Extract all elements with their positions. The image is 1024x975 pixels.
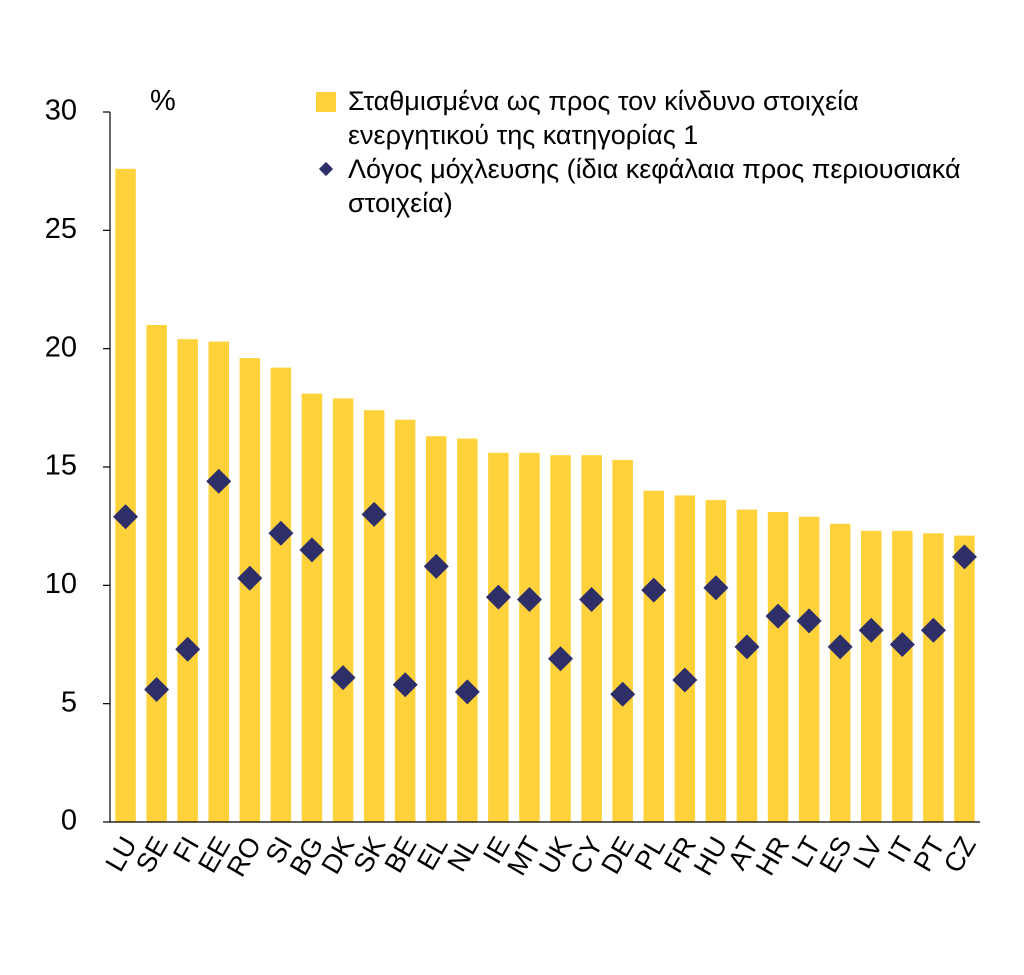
marker-it xyxy=(889,632,915,657)
bar-cz xyxy=(954,535,975,822)
y-tick-label: 5 xyxy=(61,686,77,718)
bar-lu xyxy=(115,168,136,823)
legend-item-bars: Σταθμισμένα ως προς τον κίνδυνο στοιχεία… xyxy=(312,84,972,152)
bar-de xyxy=(612,459,633,822)
marker-fr xyxy=(672,667,698,693)
y-axis-tick-labels: 0 5 10 15 20 25 30 xyxy=(45,95,77,837)
marker-lu xyxy=(113,504,139,530)
marker-es xyxy=(827,634,853,660)
marker-uk xyxy=(548,646,574,672)
x-tick-label-se: SE xyxy=(130,832,174,878)
bar-hu xyxy=(705,500,727,822)
bar-be xyxy=(394,419,416,822)
marker-cy xyxy=(579,587,605,613)
y-tick-label: 10 xyxy=(45,568,77,600)
marker-ee xyxy=(206,468,232,494)
x-tick-label-cz: CZ xyxy=(938,832,982,878)
bar-fi xyxy=(177,339,198,822)
marker-hu xyxy=(703,575,729,601)
marker-sk xyxy=(361,501,387,527)
marker-series xyxy=(113,468,977,707)
bar-ee xyxy=(208,341,229,822)
bar-series xyxy=(115,168,975,823)
y-tick-label: 0 xyxy=(61,805,77,837)
marker-lt xyxy=(796,608,822,634)
legend-label-bars: Σταθμισμένα ως προς τον κίνδυνο στοιχεία… xyxy=(348,86,859,150)
legend-item-markers: Λόγος μόχλευσης (ίδια κεφάλαια προς περι… xyxy=(312,152,972,220)
y-tick-label: 25 xyxy=(45,213,77,245)
marker-lv xyxy=(858,617,884,643)
y-tick-label: 20 xyxy=(45,331,77,363)
bar-lt xyxy=(798,516,820,822)
x-tick-label-ro: RO xyxy=(221,832,267,882)
marker-hr xyxy=(765,603,791,629)
axes xyxy=(103,111,980,823)
marker-pt xyxy=(920,617,946,643)
bar-es xyxy=(829,523,851,822)
bar-lv xyxy=(861,530,882,822)
bar-pl xyxy=(643,490,664,822)
marker-pl xyxy=(641,577,667,603)
marker-at xyxy=(734,634,760,660)
marker-el xyxy=(423,553,449,579)
bar-si xyxy=(270,367,292,822)
marker-se xyxy=(144,676,170,702)
bar-el xyxy=(426,436,447,822)
bar-it xyxy=(892,530,913,822)
legend-label-markers: Λόγος μόχλευσης (ίδια κεφάλαια προς περι… xyxy=(348,154,961,218)
legend: Σταθμισμένα ως προς τον κίνδυνο στοιχεία… xyxy=(312,84,972,220)
bar-bg xyxy=(301,393,323,822)
bar-pt xyxy=(923,533,944,822)
bar-cy xyxy=(581,455,602,822)
bar-mt xyxy=(519,452,540,822)
marker-ie xyxy=(485,584,511,610)
y-tick-label: 30 xyxy=(45,95,77,127)
bar-hr xyxy=(767,512,789,822)
bar-se xyxy=(146,325,167,822)
marker-fi xyxy=(175,636,201,662)
marker-nl xyxy=(454,679,480,705)
legend-diamond-swatch xyxy=(318,161,334,177)
bar-at xyxy=(736,509,758,822)
y-tick-label: 15 xyxy=(45,450,77,482)
x-axis-category-labels: LUSEFIEEROSIBGDKSKBEELNLIEMTUKCYDEPLFRHU… xyxy=(100,832,982,882)
marker-si xyxy=(268,520,294,546)
y-axis-unit-label: % xyxy=(150,85,176,117)
bar-fr xyxy=(674,495,696,822)
marker-bg xyxy=(299,537,325,563)
legend-bar-swatch xyxy=(316,92,336,112)
marker-dk xyxy=(330,665,356,691)
bar-nl xyxy=(457,438,478,822)
bar-sk xyxy=(363,410,385,822)
marker-de xyxy=(610,681,636,707)
bar-uk xyxy=(550,455,571,822)
bar-ie xyxy=(488,452,509,822)
marker-ro xyxy=(237,565,263,591)
marker-cz xyxy=(951,544,977,570)
marker-mt xyxy=(516,587,542,613)
bar-dk xyxy=(332,398,354,822)
marker-be xyxy=(392,672,418,698)
